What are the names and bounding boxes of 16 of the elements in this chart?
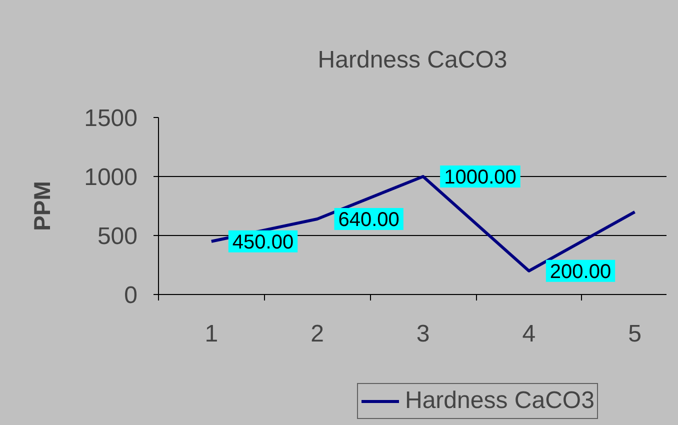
- x-tick-label: 5: [628, 320, 642, 348]
- chart-title: Hardness CaCO3: [318, 46, 508, 74]
- y-tick-label: 500: [97, 223, 138, 250]
- legend-label: Hardness CaCO3: [405, 387, 594, 415]
- x-tick-label: 3: [416, 320, 430, 348]
- data-label: 200.00: [550, 260, 612, 283]
- y-tick-label: 0: [124, 282, 138, 309]
- y-axis-title: PPM: [29, 181, 56, 231]
- x-tick-label: 1: [204, 320, 218, 348]
- data-label: 640.00: [338, 208, 400, 231]
- y-tick-label: 1500: [84, 105, 138, 132]
- x-tick-label: 2: [310, 320, 324, 348]
- y-tick-label: 1000: [84, 164, 138, 191]
- x-tick-label: 4: [522, 320, 536, 348]
- data-label: 1000.00: [444, 166, 516, 188]
- data-label: 450.00: [232, 231, 294, 254]
